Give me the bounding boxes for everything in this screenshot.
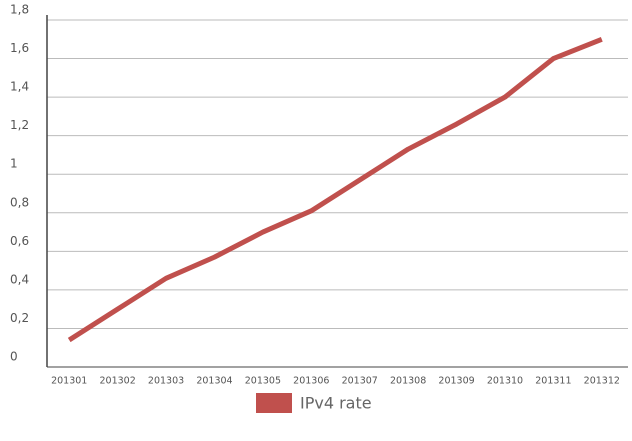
x-tick-label: 201305 <box>245 376 281 387</box>
x-tick-label: 201310 <box>487 376 523 387</box>
y-tick-label: 0,4 <box>10 272 29 286</box>
x-tick-label: 201308 <box>390 376 426 387</box>
x-tick-label: 201302 <box>99 376 135 387</box>
y-tick-label: 1,6 <box>10 41 29 55</box>
x-tick-label: 201306 <box>293 376 329 387</box>
x-tick-label: 201304 <box>196 376 232 387</box>
line-series <box>67 36 603 343</box>
x-tick-label: 201312 <box>584 376 620 387</box>
legend-label: IPv4 rate <box>300 394 372 413</box>
y-tick-label: 0,2 <box>10 311 29 325</box>
x-tick-label: 201301 <box>51 376 87 387</box>
x-tick-label: 201309 <box>438 376 474 387</box>
y-tick-label: 1 <box>10 157 18 171</box>
y-tick-label: 1,8 <box>10 3 29 17</box>
y-tick-label: 1,2 <box>10 118 29 132</box>
x-tick-label: 201311 <box>535 376 571 387</box>
legend-swatch <box>256 393 292 413</box>
x-tick-label: 201303 <box>148 376 184 387</box>
y-tick-label: 0,6 <box>10 234 29 248</box>
y-tick-label: 0,8 <box>10 195 29 209</box>
y-tick-label: 1,4 <box>10 80 29 94</box>
x-tick-label: 201307 <box>342 376 378 387</box>
y-tick-label: 0 <box>10 350 18 364</box>
